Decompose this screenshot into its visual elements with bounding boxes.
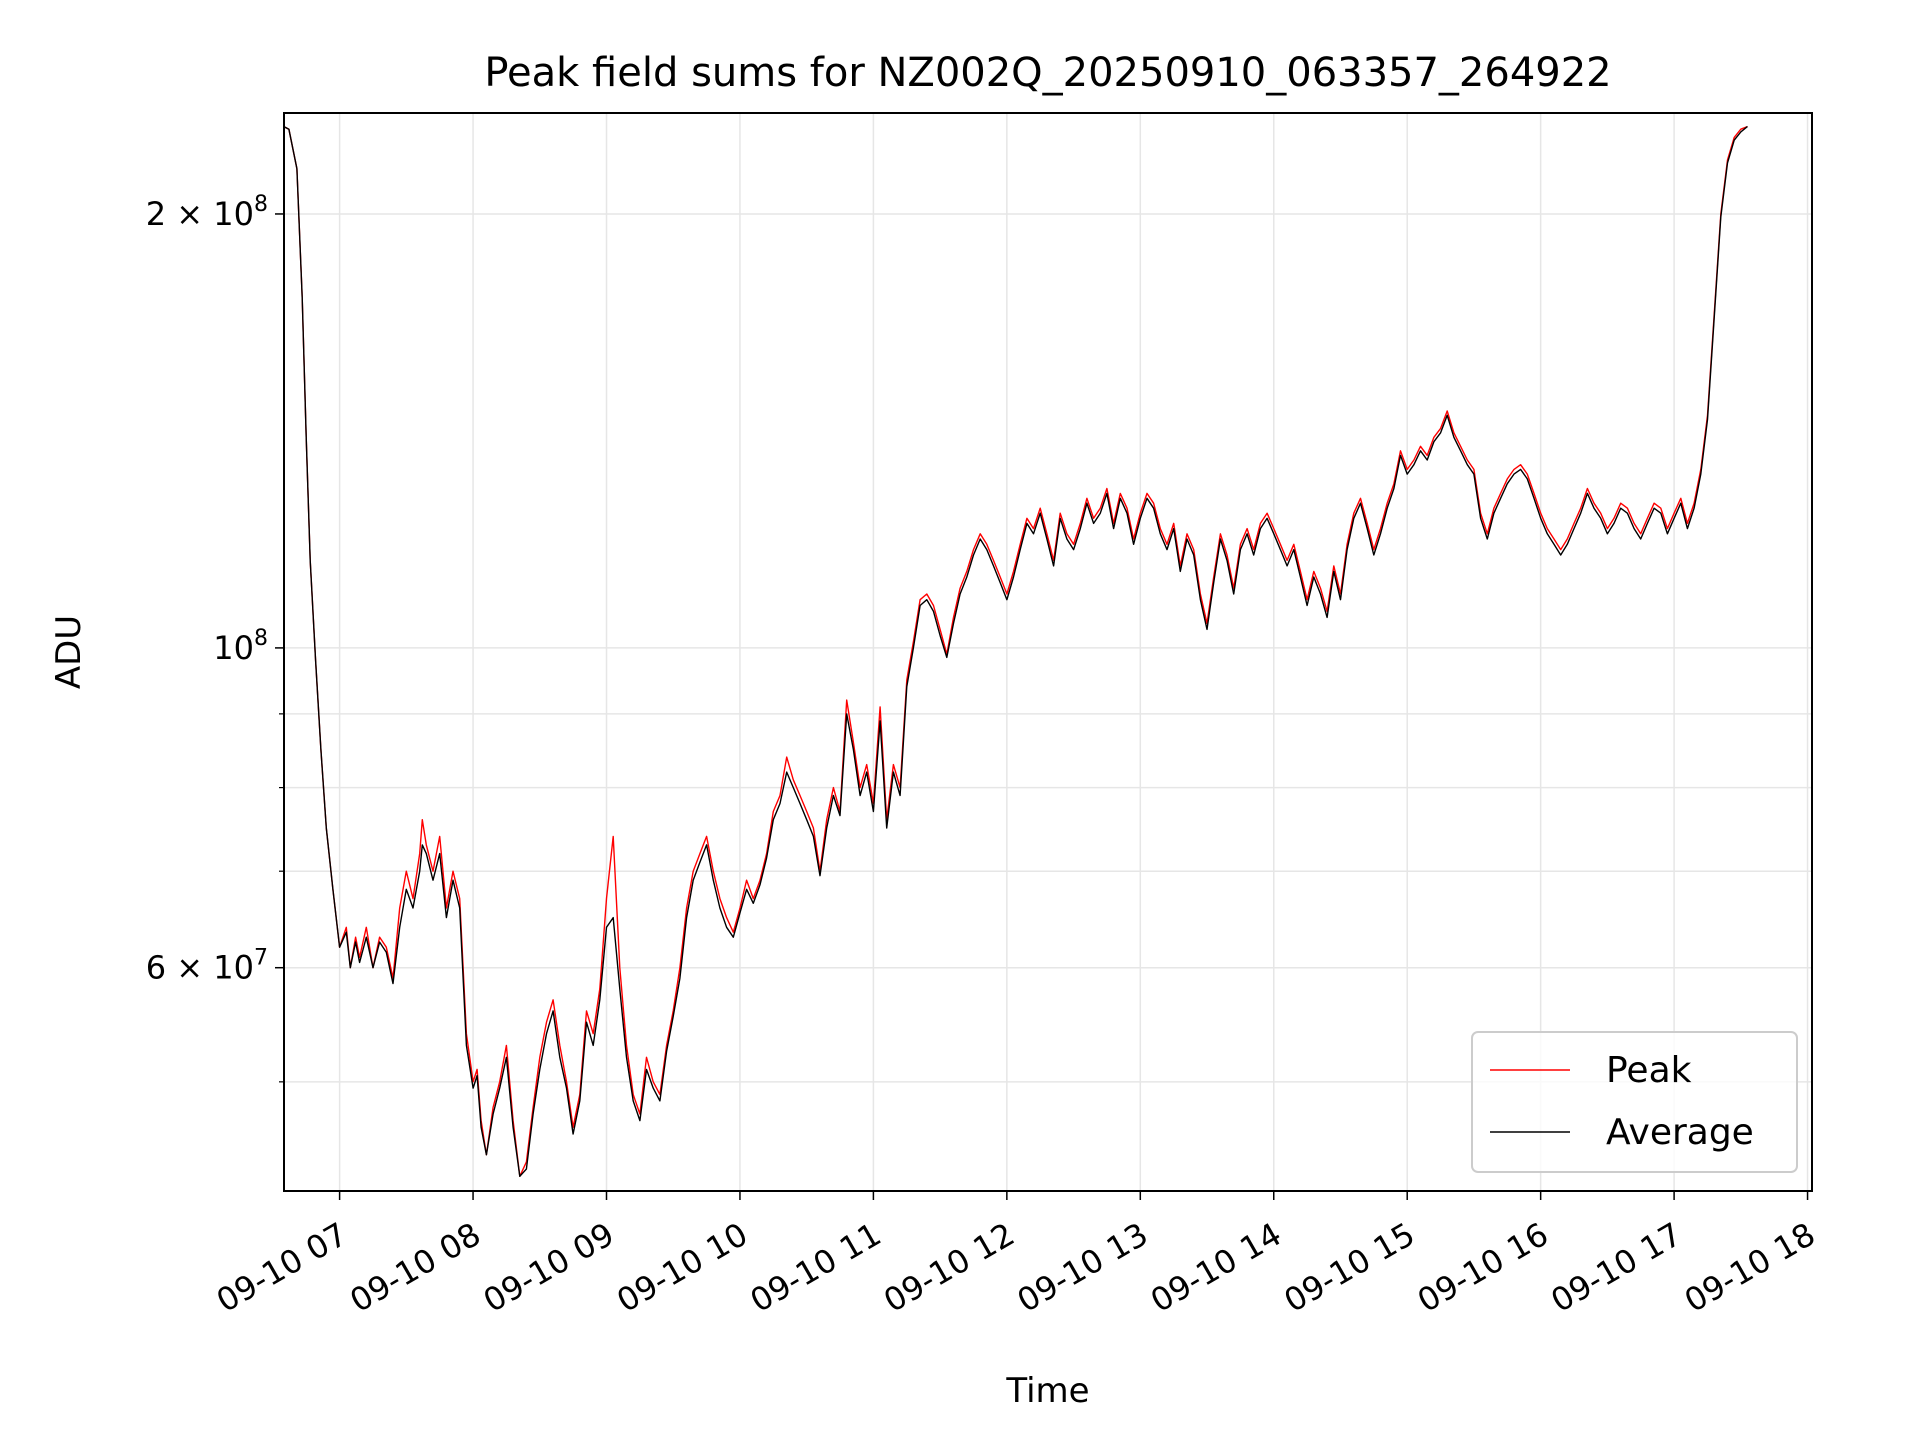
legend-label-average: Average	[1606, 1112, 1754, 1153]
legend-label-peak: Peak	[1606, 1050, 1692, 1091]
x-axis-label: Time	[1005, 1371, 1089, 1411]
y-tick-label: 6 × 107	[146, 946, 268, 987]
plot-frame	[283, 112, 1813, 1192]
legend-box	[1471, 1031, 1798, 1173]
y-tick-label: 108	[213, 626, 268, 667]
legend: Peak Average	[1471, 1031, 1798, 1173]
grid	[284, 113, 1812, 1191]
chart-title: Peak field sums for NZ002Q_20250910_0633…	[484, 50, 1611, 96]
plot-series	[284, 125, 1748, 1178]
y-tick-label: 2 × 108	[146, 192, 268, 233]
series-line-peak	[284, 125, 1748, 1178]
series-line-average	[284, 125, 1748, 1178]
y-axis-label: ADU	[49, 615, 89, 689]
